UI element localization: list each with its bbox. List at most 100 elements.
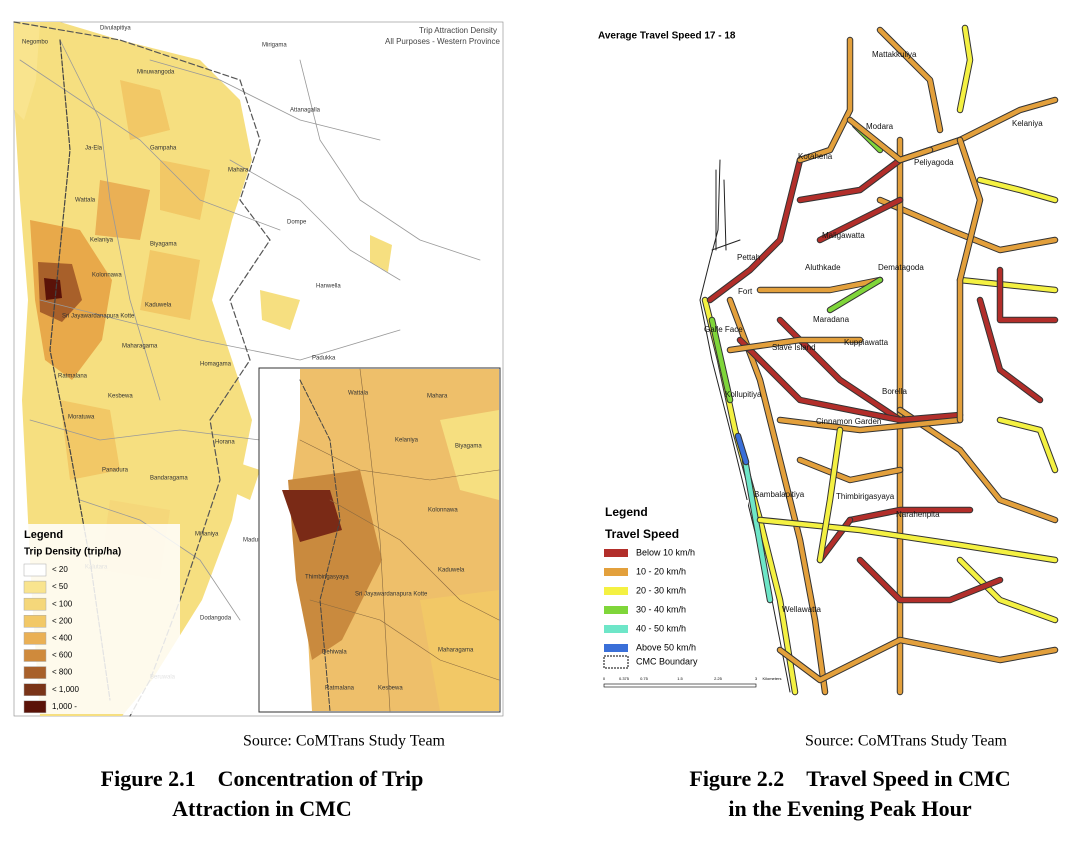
legend-label: < 200: [52, 616, 73, 625]
place-label: Horana: [215, 440, 235, 446]
road-speed: [957, 277, 1058, 293]
road: [59, 39, 161, 401]
dense-zone: [44, 278, 62, 300]
road-speed: [847, 507, 973, 523]
railway: [299, 379, 341, 712]
road: [299, 59, 481, 261]
place-label: Wattala: [348, 391, 369, 397]
place-label: Maligawatta: [822, 231, 865, 240]
figure-caption: Attraction in CMC: [172, 796, 352, 821]
road-speed: [727, 337, 863, 353]
place-label: Attanagalla: [290, 108, 321, 114]
legend-label: 30 - 40 km/h: [636, 604, 686, 614]
road: [19, 59, 281, 231]
road-speed: [877, 27, 943, 133]
figure-caption: Figure 2.1 Concentration of Trip: [101, 766, 424, 791]
legend-swatch: [23, 597, 47, 611]
place-label: Thimbirigasyaya: [836, 492, 895, 501]
place-label: Pettah: [737, 253, 760, 262]
scale-label: 2.25: [714, 676, 723, 681]
road-speed: [797, 37, 853, 163]
legend-swatch: [604, 606, 628, 614]
legend-label: < 400: [52, 634, 73, 643]
land-zone: [228, 460, 260, 500]
road-casing: [976, 296, 1044, 404]
place-label: Narahenpita: [896, 510, 940, 519]
place-label: Mahara: [228, 168, 249, 174]
place-label: Moratuwa: [68, 415, 95, 421]
figure-number: Figure 2.1: [101, 766, 196, 791]
legend-label: 40 - 50 km/h: [636, 623, 686, 633]
road-speed: [827, 277, 883, 313]
place-label: Mirigama: [262, 43, 287, 49]
legend-swatch: [23, 649, 47, 662]
road: [359, 368, 391, 712]
legend-swatch: [604, 587, 628, 595]
road-speed: [735, 433, 749, 465]
place-label: Ratmalana: [58, 374, 88, 380]
road: [309, 599, 500, 681]
place-label: Biyagama: [150, 242, 177, 248]
figure-caption: Figure 2.2 Travel Speed in CMC: [689, 766, 1010, 791]
road-speed: [817, 197, 903, 243]
place-label: Slave Island: [772, 343, 816, 352]
place-label: Bambalapitiya: [754, 490, 805, 499]
place-label: Maharagama: [122, 344, 158, 350]
map-title: Average Travel Speed 17 - 18: [598, 31, 736, 42]
legend-title: Legend: [24, 529, 63, 541]
source: Source: CoMTrans Study Team: [243, 733, 446, 750]
road-speed: [742, 457, 773, 603]
scale-label: 0.75: [640, 676, 649, 681]
legend-swatch: [23, 615, 47, 628]
road: [39, 299, 401, 361]
place-label: Sri Jayawardanapura Kotte: [355, 592, 428, 598]
place-label: Kollupitiya: [725, 390, 762, 399]
place-label: Sri Jayawardanapura Kotte: [62, 314, 135, 320]
road-speed: [877, 197, 1058, 253]
legend-swatch: [23, 632, 47, 645]
land-zone: [140, 250, 200, 320]
figure-caption: in the Evening Peak Hour: [728, 796, 971, 821]
legend-swatch: [604, 625, 628, 633]
legend-label: 20 - 30 km/h: [636, 585, 686, 595]
legend-swatch: [23, 563, 47, 577]
road-speed: [727, 297, 828, 695]
place-label: Homagama: [200, 362, 232, 368]
place-label: Kelaniya: [90, 238, 114, 244]
legend-label: < 600: [52, 651, 73, 660]
legend-label: < 800: [52, 668, 73, 677]
legend-box: [598, 500, 748, 672]
scale-bar: [603, 683, 757, 688]
road-speed: [737, 337, 963, 423]
left-map: Trip Attraction Density All Purposes - We…: [13, 21, 501, 717]
road-casing: [706, 156, 804, 304]
legend-title: Legend: [605, 505, 648, 519]
legend-label: < 50: [52, 582, 68, 591]
road-speed: [817, 427, 843, 563]
right-map: Average Travel Speed 17 - 18 Mattakkuliya…: [598, 24, 1059, 696]
scale-label: 1.5: [677, 676, 683, 681]
land-zone: [14, 22, 40, 120]
legend-label: 10 - 20 km/h: [636, 566, 686, 576]
place-label: Dompe: [287, 220, 307, 226]
legend-label: < 100: [52, 599, 73, 608]
map-subtitle: All Purposes - Western Province: [385, 37, 501, 46]
place-label: Wattala: [75, 198, 96, 204]
legend-swatch: [23, 683, 47, 696]
road-speed: [977, 177, 1058, 203]
road-speed: [777, 637, 1058, 683]
place-label: Thimbirigasyaya: [305, 575, 349, 581]
place-label: Ratmalana: [325, 686, 355, 692]
place-label: Modara: [866, 122, 894, 131]
legend-swatch: [23, 580, 47, 594]
road-casing: [996, 266, 1059, 324]
legend-subtitle: Trip Density (trip/ha): [24, 547, 121, 558]
caption-line: Concentration of Trip: [218, 766, 424, 791]
road-casing: [796, 36, 854, 164]
road-speed: [957, 557, 1058, 623]
place-label: Kelaniya: [395, 438, 419, 444]
legend-swatch: [604, 644, 628, 652]
place-label: Gampaha: [150, 146, 177, 152]
land-zone: [160, 160, 210, 220]
place-label: Kolonnawa: [428, 508, 458, 514]
